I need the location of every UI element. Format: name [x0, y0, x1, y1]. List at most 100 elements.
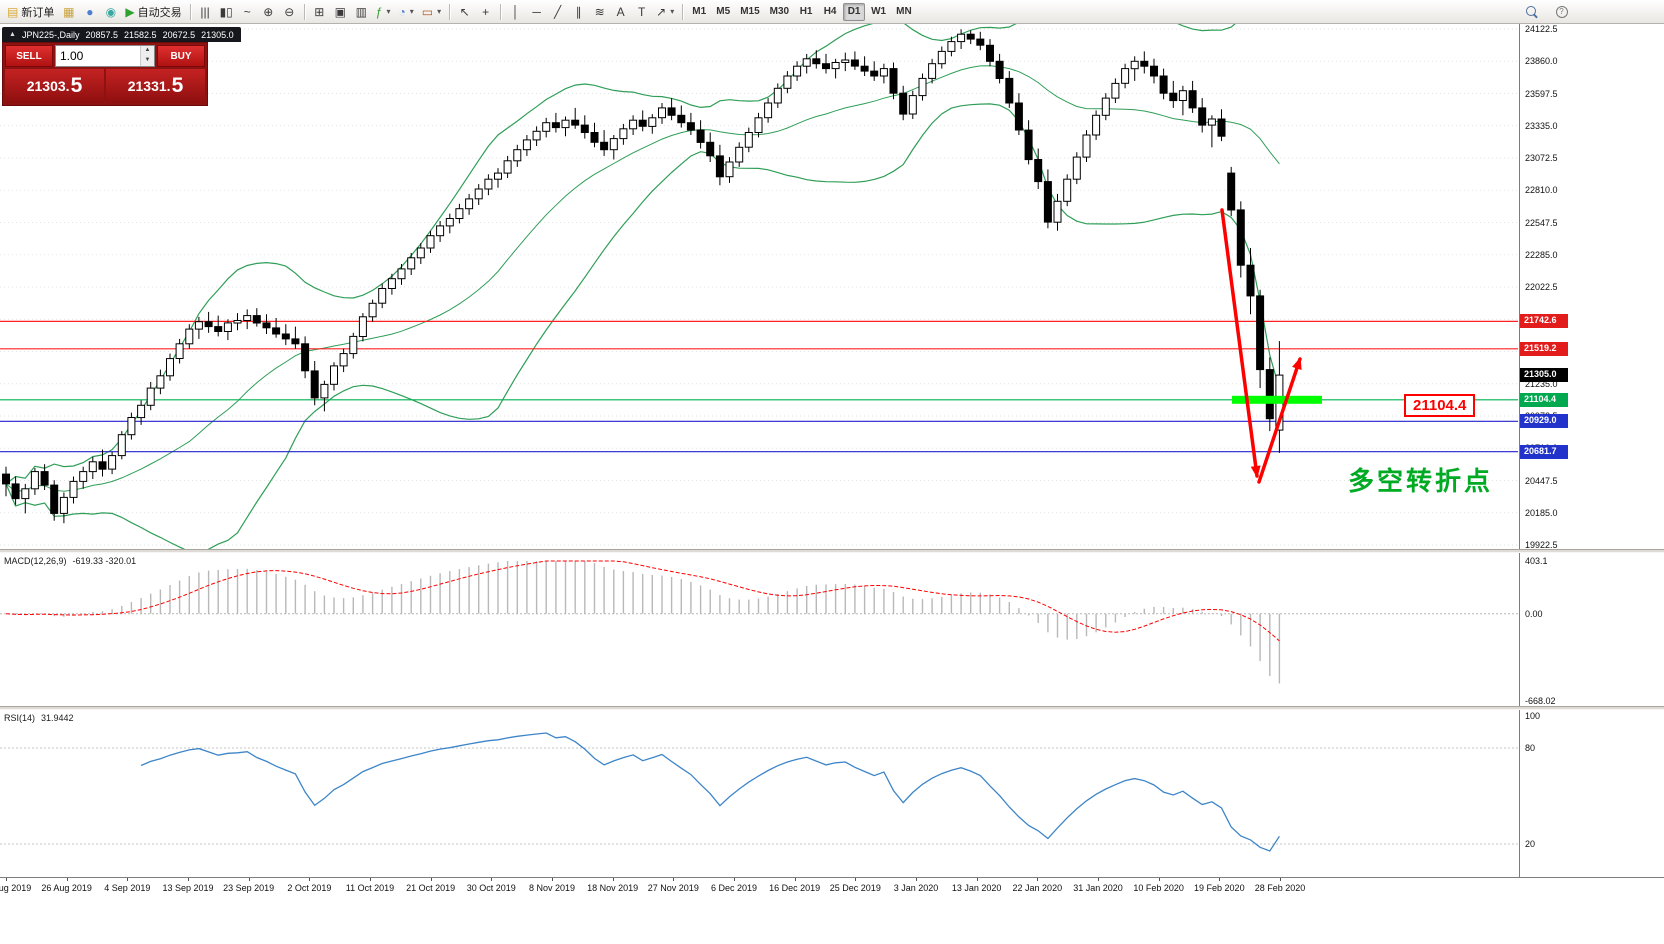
candle: [301, 336, 310, 379]
candle: [1198, 98, 1207, 133]
candle: [831, 58, 840, 79]
candle: [870, 61, 879, 81]
level-price-tag[interactable]: 21519.2: [1520, 341, 1568, 356]
indicators-button[interactable]: ƒ ▾: [372, 2, 395, 22]
candle: [127, 412, 136, 440]
candle: [108, 451, 117, 475]
level-price-tag[interactable]: 21742.6: [1520, 314, 1568, 329]
templates-button[interactable]: ▭ ▾: [418, 2, 445, 22]
timeframe-h1-button[interactable]: H1: [799, 6, 813, 17]
sell-button[interactable]: SELL: [5, 45, 53, 67]
crosshair-button[interactable]: +: [475, 2, 496, 22]
price-chart-canvas[interactable]: [0, 24, 1518, 549]
collapse-arrow-icon[interactable]: ▲: [9, 31, 16, 38]
charts-button[interactable]: ▦: [58, 2, 79, 22]
timeframe-h4-button[interactable]: H4: [823, 6, 837, 17]
time-axis[interactable]: 16 Aug 2019 26 Aug 2019 4 Sep 2019 13 Sep 2…: [0, 877, 1664, 897]
chart-bars-button[interactable]: |||: [195, 2, 216, 22]
time-axis-label: 2 Oct 2019: [287, 883, 332, 893]
timeframe-m5-button[interactable]: M5: [716, 6, 731, 17]
level-price-tag[interactable]: 20681.7: [1520, 444, 1568, 459]
sell-price[interactable]: 21303. 5: [5, 69, 104, 103]
autotrading-button[interactable]: ▶ 自动交易: [121, 2, 185, 22]
market-watch-button[interactable]: ◉: [100, 2, 121, 22]
candle: [551, 112, 560, 133]
chart-candles-button[interactable]: ▮▯: [216, 2, 237, 22]
time-axis-label: 23 Sep 2019: [223, 883, 275, 893]
price-scale-tick: 20447.5: [1525, 475, 1558, 486]
search-button[interactable]: [1522, 2, 1543, 22]
caret-down-icon: ▾: [437, 7, 442, 16]
candle: [1140, 51, 1149, 74]
zoom-in-button[interactable]: ⊕: [258, 2, 279, 22]
horizontal-line-icon: ─: [532, 4, 541, 19]
candle: [166, 353, 174, 381]
volume-input[interactable]: [56, 46, 140, 66]
candle: [629, 115, 638, 135]
candle: [358, 313, 367, 342]
rsi-scale-label: 80: [1525, 743, 1536, 753]
trend-arrow[interactable]: [1257, 357, 1302, 484]
time-axis-tick: [673, 878, 675, 881]
arrange-windows-button[interactable]: ▥: [351, 2, 372, 22]
timeframe-w1-button[interactable]: W1: [871, 6, 887, 17]
volume-down-icon[interactable]: ▼: [141, 56, 154, 66]
quote-close: 21305.0: [201, 29, 234, 40]
chart-bars-icon: |||: [200, 4, 210, 19]
rsi-label: RSI(14) 31.9442: [4, 713, 74, 723]
quote-tab[interactable]: ▲ JPN225-,Daily 20857.5 21582.5 20672.5 …: [2, 27, 241, 42]
price-scale[interactable]: 19922.520185.020447.520710.020972.521235…: [1519, 24, 1664, 895]
zoom-out-button[interactable]: ⊖: [279, 2, 300, 22]
volume-control: ▲ ▼: [55, 45, 155, 67]
new-order-button[interactable]: ▤ 新订单: [3, 2, 58, 22]
cursor-button[interactable]: ↖: [454, 2, 475, 22]
price-callout: 21104.4: [1404, 394, 1476, 417]
highlight-level-bar[interactable]: [1232, 395, 1322, 404]
timeframe-m15-button[interactable]: M15: [740, 6, 760, 17]
label-tool-button[interactable]: T: [631, 2, 652, 22]
macd-pane-canvas[interactable]: [0, 553, 1518, 706]
trend-line-button[interactable]: ╱: [547, 2, 568, 22]
timeframe-m1-button[interactable]: M1: [692, 6, 707, 17]
pane-splitter[interactable]: [0, 706, 1664, 710]
rsi-pane-canvas[interactable]: [0, 710, 1518, 877]
chart-line-button[interactable]: ~: [237, 2, 258, 22]
help-button[interactable]: ?: [1551, 2, 1572, 22]
bollinger-middle-band: [5, 65, 1280, 492]
fibonacci-button[interactable]: ≋: [589, 2, 610, 22]
candle: [1188, 80, 1197, 113]
time-axis-label: 18 Nov 2019: [587, 883, 639, 893]
candle: [1034, 148, 1043, 189]
candle: [793, 61, 802, 81]
candle: [465, 193, 474, 215]
candle: [40, 464, 49, 490]
pane-splitter[interactable]: [0, 549, 1664, 553]
volume-up-icon[interactable]: ▲: [141, 46, 154, 56]
profiles-button[interactable]: ●: [79, 2, 100, 22]
vertical-line-button[interactable]: │: [505, 2, 526, 22]
candle: [79, 466, 88, 489]
timeframe-m30-button[interactable]: M30: [769, 6, 790, 17]
periods-button[interactable]: ◔ ▾: [395, 2, 418, 22]
horizontal-line-button[interactable]: ─: [526, 2, 547, 22]
timeframe-mn-button[interactable]: MN: [896, 6, 912, 17]
candle: [1246, 248, 1255, 315]
channel-button[interactable]: ∥: [568, 2, 589, 22]
arrows-tool-button[interactable]: ↗ ▾: [652, 2, 678, 22]
candle: [1159, 68, 1168, 100]
level-price-tag[interactable]: 20929.0: [1520, 414, 1568, 429]
trend-arrow[interactable]: [1220, 208, 1261, 478]
buy-price[interactable]: 21331. 5: [106, 69, 205, 103]
time-axis-tick: [1158, 878, 1160, 881]
tile-windows-button[interactable]: ⊞: [309, 2, 330, 22]
candle: [320, 380, 329, 412]
candle: [850, 51, 859, 70]
macd-label: MACD(12,26,9) -619.33 -320.01: [4, 556, 136, 566]
channel-icon: ∥: [575, 4, 582, 19]
text-tool-button[interactable]: A: [610, 2, 631, 22]
cascade-windows-button[interactable]: ▣: [330, 2, 351, 22]
buy-button[interactable]: BUY: [157, 45, 205, 67]
candle: [1024, 120, 1033, 165]
level-price-tag[interactable]: 21104.4: [1520, 392, 1568, 407]
timeframe-d1-button[interactable]: D1: [843, 2, 866, 21]
